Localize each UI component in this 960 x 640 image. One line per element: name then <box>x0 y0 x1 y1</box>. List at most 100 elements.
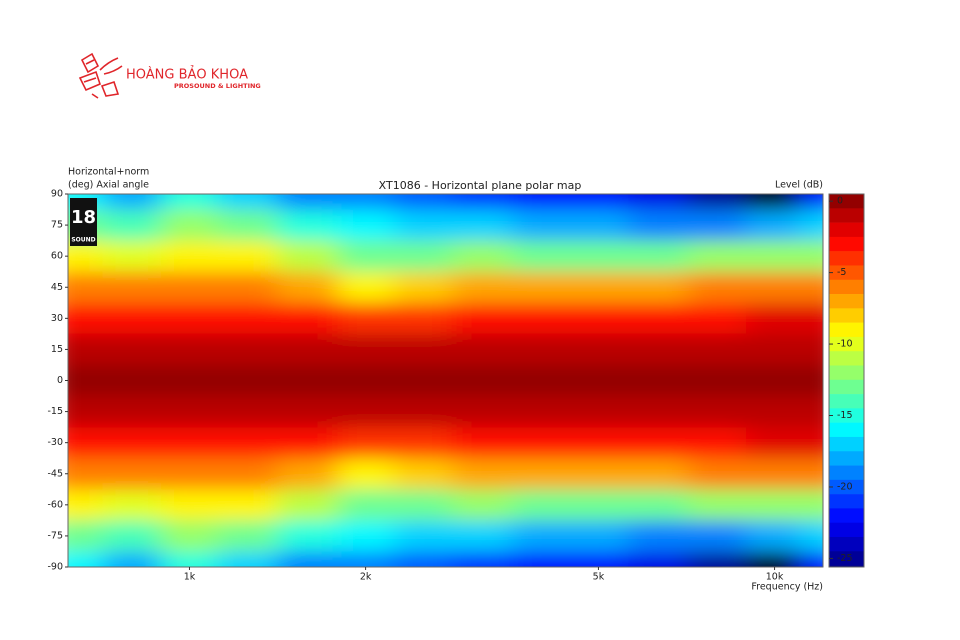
cell <box>746 271 800 304</box>
cell <box>451 194 512 211</box>
cell <box>102 458 162 490</box>
chart-title: XT1086 - Horizontal plane polar map <box>379 179 582 192</box>
badge-number: 18 <box>71 207 96 228</box>
colorbar-step <box>829 236 864 252</box>
colorbar-step <box>829 308 864 323</box>
cell <box>511 551 571 567</box>
cell <box>161 271 219 304</box>
cell <box>746 302 800 335</box>
cell <box>277 240 338 273</box>
y-tick-label: -75 <box>47 530 63 541</box>
colorbar-step <box>829 436 864 452</box>
cell <box>217 396 279 428</box>
y-tick-label: 30 <box>51 313 63 324</box>
x-axis-label: Frequency (Hz) <box>751 582 823 593</box>
cell <box>393 520 453 552</box>
cell <box>746 209 800 242</box>
cell <box>687 396 747 428</box>
cell <box>627 209 689 242</box>
cell <box>451 396 512 428</box>
cell <box>217 194 279 211</box>
cell <box>627 427 689 459</box>
cell <box>337 520 395 552</box>
cell <box>217 302 279 335</box>
cell <box>161 302 219 335</box>
cell <box>393 364 453 397</box>
cell <box>161 458 219 490</box>
colorbar-tick-label: -20 <box>837 481 853 492</box>
cell <box>627 333 689 366</box>
cell <box>798 489 823 521</box>
cell <box>337 489 395 521</box>
colorbar-step <box>829 208 864 223</box>
cell <box>68 302 103 335</box>
cell <box>161 209 219 242</box>
cell <box>277 396 338 428</box>
cell <box>337 427 395 459</box>
cell <box>451 520 512 552</box>
cell <box>277 194 338 211</box>
y-tick-label: -60 <box>47 499 63 510</box>
colorbar-step <box>829 408 864 423</box>
y-axis-title: Horizontal+norm <box>68 167 149 178</box>
cell <box>570 396 629 428</box>
colorbar-step <box>829 551 864 566</box>
y-tick-label: 0 <box>57 375 63 386</box>
colorbar-step <box>829 251 864 266</box>
cell <box>798 240 823 273</box>
colorbar-tick-label: -5 <box>837 267 846 278</box>
colorbar-step <box>829 522 864 538</box>
cell <box>627 240 689 273</box>
cell <box>161 427 219 459</box>
cell <box>687 520 747 552</box>
cell <box>746 240 800 273</box>
cell <box>687 302 747 335</box>
badge: 18 SOUND <box>70 198 97 246</box>
cell <box>451 458 512 490</box>
cell <box>687 551 747 567</box>
cell <box>570 333 629 366</box>
cell <box>451 427 512 459</box>
cell <box>337 271 395 304</box>
cell <box>746 364 800 397</box>
cell <box>746 396 800 428</box>
cell <box>798 396 823 428</box>
cell <box>393 240 453 273</box>
cell <box>798 333 823 366</box>
colorbar-step <box>829 465 864 481</box>
cell <box>102 240 162 273</box>
cell <box>570 271 629 304</box>
y-tick-label: 45 <box>51 282 63 293</box>
cell <box>102 520 162 552</box>
cell <box>511 271 571 304</box>
colorbar-step <box>829 451 864 466</box>
cell <box>511 489 571 521</box>
cell <box>746 458 800 490</box>
cell <box>627 520 689 552</box>
cell <box>570 520 629 552</box>
logo-tagline: PROSOUND & LIGHTING <box>174 82 261 90</box>
cell <box>68 489 103 521</box>
heatmap <box>68 194 823 567</box>
y-tick-label: -30 <box>47 437 63 448</box>
cell <box>161 396 219 428</box>
y-tick-label: -90 <box>47 562 63 573</box>
cell <box>687 458 747 490</box>
cell <box>217 271 279 304</box>
cell <box>161 333 219 366</box>
cell <box>798 209 823 242</box>
cell <box>451 271 512 304</box>
cell <box>217 520 279 552</box>
colorbar-step <box>829 336 864 352</box>
cell <box>798 427 823 459</box>
cell <box>393 333 453 366</box>
cell <box>337 302 395 335</box>
cell <box>746 551 800 567</box>
cell <box>511 333 571 366</box>
cell <box>277 427 338 459</box>
cell <box>217 458 279 490</box>
colorbar-step <box>829 294 864 309</box>
cell <box>337 194 395 211</box>
cell <box>570 209 629 242</box>
cell <box>68 458 103 490</box>
